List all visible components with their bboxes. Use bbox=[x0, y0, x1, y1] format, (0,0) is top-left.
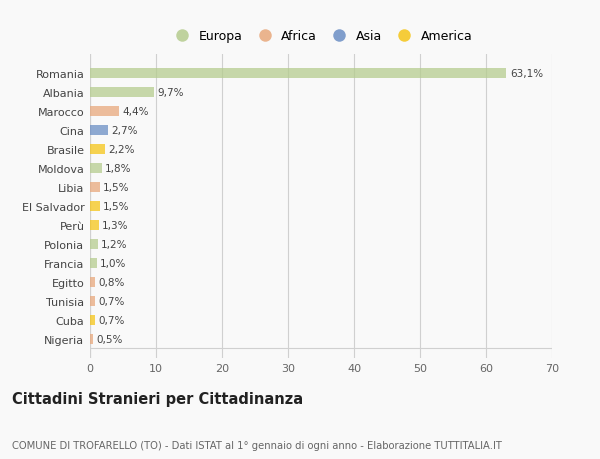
Text: 63,1%: 63,1% bbox=[510, 69, 543, 79]
Bar bbox=[90, 202, 100, 212]
Bar bbox=[90, 334, 94, 344]
Bar bbox=[90, 277, 95, 287]
Bar bbox=[90, 69, 506, 79]
Bar bbox=[90, 239, 98, 250]
Legend: Europa, Africa, Asia, America: Europa, Africa, Asia, America bbox=[164, 25, 478, 48]
Text: 0,5%: 0,5% bbox=[97, 334, 123, 344]
Text: 1,0%: 1,0% bbox=[100, 258, 126, 269]
Text: 2,2%: 2,2% bbox=[108, 145, 134, 155]
Text: Cittadini Stranieri per Cittadinanza: Cittadini Stranieri per Cittadinanza bbox=[12, 391, 303, 406]
Text: 0,7%: 0,7% bbox=[98, 315, 124, 325]
Bar bbox=[90, 88, 154, 98]
Text: 1,5%: 1,5% bbox=[103, 202, 130, 212]
Bar bbox=[90, 258, 97, 269]
Text: 0,8%: 0,8% bbox=[98, 277, 125, 287]
Text: 1,3%: 1,3% bbox=[102, 220, 128, 230]
Text: 0,7%: 0,7% bbox=[98, 296, 124, 306]
Text: 1,5%: 1,5% bbox=[103, 183, 130, 193]
Text: COMUNE DI TROFARELLO (TO) - Dati ISTAT al 1° gennaio di ogni anno - Elaborazione: COMUNE DI TROFARELLO (TO) - Dati ISTAT a… bbox=[12, 440, 502, 450]
Text: 2,7%: 2,7% bbox=[111, 126, 137, 136]
Text: 4,4%: 4,4% bbox=[122, 107, 149, 117]
Bar bbox=[90, 126, 108, 136]
Bar bbox=[90, 106, 119, 117]
Bar bbox=[90, 163, 102, 174]
Bar bbox=[90, 182, 100, 193]
Bar bbox=[90, 220, 98, 231]
Bar bbox=[90, 296, 95, 307]
Text: 1,8%: 1,8% bbox=[105, 164, 131, 174]
Text: 9,7%: 9,7% bbox=[157, 88, 184, 98]
Bar bbox=[90, 315, 95, 325]
Bar bbox=[90, 145, 104, 155]
Text: 1,2%: 1,2% bbox=[101, 240, 128, 249]
